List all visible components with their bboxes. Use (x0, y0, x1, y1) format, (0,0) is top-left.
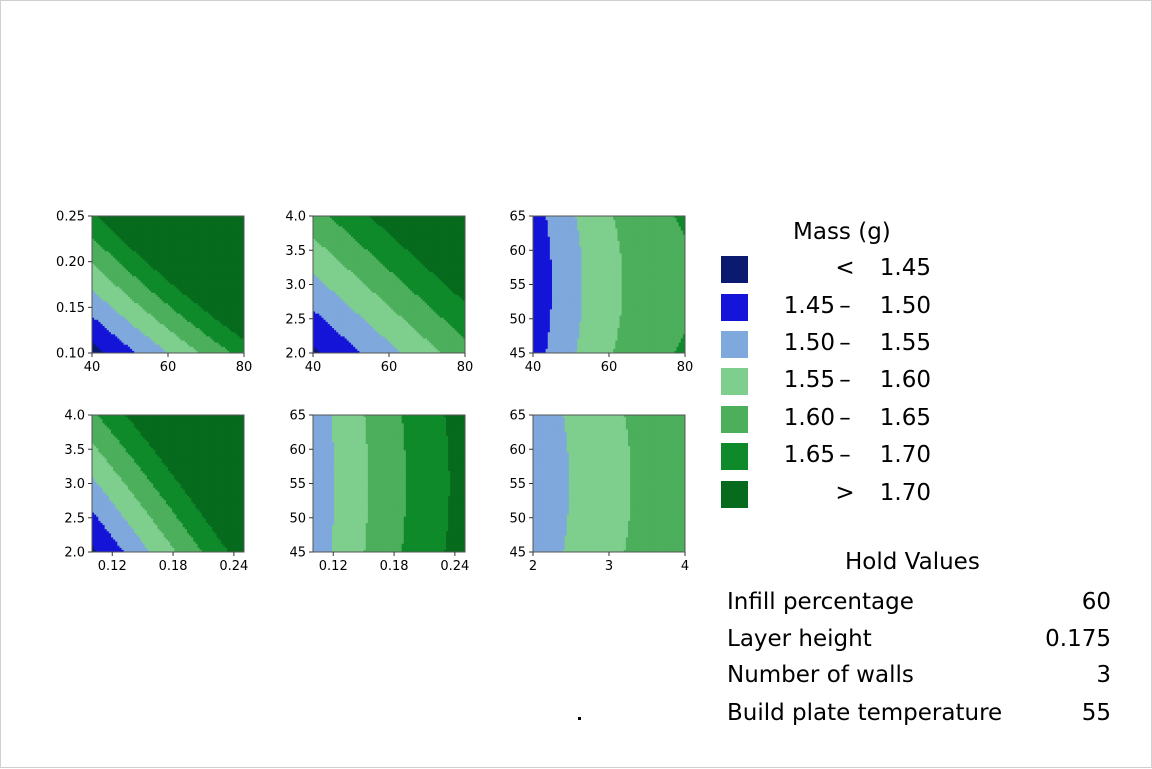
x-tick-label: 80 (236, 360, 253, 375)
y-tick-label: 0.10 (56, 347, 85, 362)
contour-panel: 40 60 80 0.10 0.15 0.20 0.25 (56, 210, 252, 376)
y-tick-label: 0.15 (56, 301, 85, 316)
x-tick-label: 60 (160, 360, 177, 375)
y-tick-label: 0.25 (56, 210, 85, 225)
y-tick-label: 0.20 (56, 255, 85, 270)
contour-fill (313, 216, 466, 354)
contour-fill (92, 216, 245, 354)
x-tick-label: 40 (84, 360, 101, 375)
